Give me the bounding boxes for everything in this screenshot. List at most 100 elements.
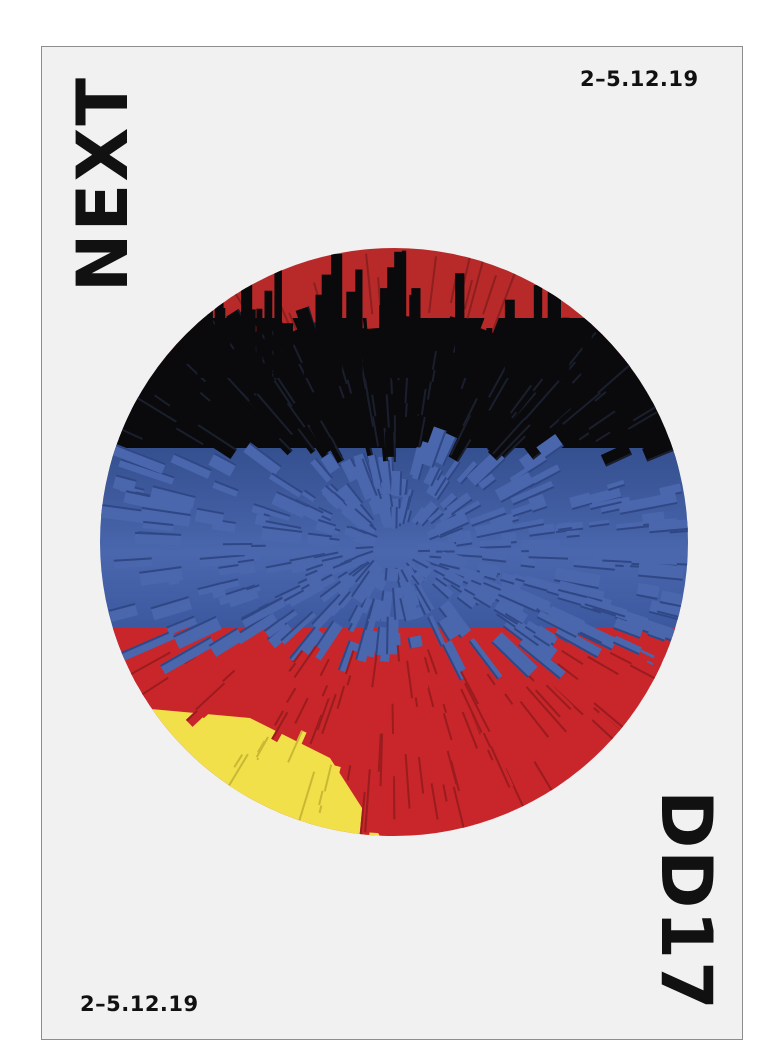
bar-block [456,588,479,610]
bar-block [102,440,166,474]
bar-block [159,636,216,675]
bar-block [514,375,560,425]
bar-block [446,492,473,516]
bar-block [448,433,472,463]
bar-block [525,682,572,733]
spike [379,305,391,378]
bar-block [423,464,441,487]
bar-block [409,415,426,448]
bar-block [166,615,198,635]
bar-block [480,268,516,333]
bar-block [584,597,628,618]
bar-block [487,416,531,461]
bar-block [321,555,344,567]
bar-block [271,491,309,519]
bar-block [504,689,519,705]
bar-block [545,682,574,711]
bar-block [426,682,446,708]
bar-block [390,470,403,496]
bar-block [454,530,473,547]
bar-block [287,730,307,765]
bar-block [212,480,239,497]
bar-block [404,753,420,809]
bar-block [524,442,542,460]
bar-block [350,570,380,604]
bar-block [248,393,293,442]
bar-block [192,424,237,460]
bar-block [474,519,515,539]
title-dd17-text: DD17 [645,790,727,1012]
bar-block [414,500,440,527]
bar-block [427,509,445,525]
bar-block [472,585,498,609]
bar-block [326,491,345,510]
bar-block [356,253,374,316]
bar-block [586,407,616,430]
bar-block [318,790,335,808]
bar-block [419,367,436,383]
bar-block [364,769,384,834]
bar-block [486,670,501,686]
bar-block [414,581,435,612]
bar-block [648,518,688,534]
bar-block [279,608,298,625]
bar-block [487,413,526,455]
bar-block [278,402,311,440]
bar-block [286,687,305,708]
bar-block [558,387,602,426]
bar-block [222,542,253,556]
bar-block [494,471,536,503]
bar-block [346,765,358,782]
bar-block [423,656,434,673]
bar-block [208,627,245,658]
bar-block [636,582,660,600]
spike [246,309,256,378]
bar-block [659,590,688,612]
spike [387,267,395,378]
bar-block [456,546,487,559]
bar-block [321,685,334,699]
spike [315,294,325,378]
bar-block [337,640,362,675]
spike [256,308,263,378]
bar-block [311,602,338,631]
spike [197,300,206,378]
spike [207,256,213,378]
bar-block [500,572,517,585]
bar-block [310,457,334,483]
bar-block [510,480,555,506]
bar-block [468,637,503,680]
spike [582,322,592,378]
bar-block [251,544,266,557]
bar-block [196,391,211,406]
bar-block [588,420,611,443]
bar-block [421,255,438,313]
bar-block [336,685,355,712]
bar-block [502,379,533,414]
bar-block [533,625,557,647]
bar-block [405,652,420,699]
bar-block [533,759,561,799]
bar-block [411,554,431,569]
bar-block [385,616,399,655]
bar-block [589,497,622,511]
bar-block [237,558,256,575]
bar-block [442,711,459,741]
bar-block [647,624,669,642]
spike [346,291,357,378]
bar-block [338,591,355,609]
bar-block [391,587,405,620]
exploding-bars-disc [100,248,688,836]
bar-block [459,396,478,427]
bar-block [275,437,293,456]
bar-block [270,711,293,743]
spike [394,251,406,378]
bar-block [173,615,222,649]
bar-block [556,658,583,681]
bar-block [329,559,354,575]
bar-block [396,644,409,662]
bar-block [411,570,426,586]
bar-block [478,473,497,491]
bar-block [296,771,324,830]
spike [276,250,282,378]
